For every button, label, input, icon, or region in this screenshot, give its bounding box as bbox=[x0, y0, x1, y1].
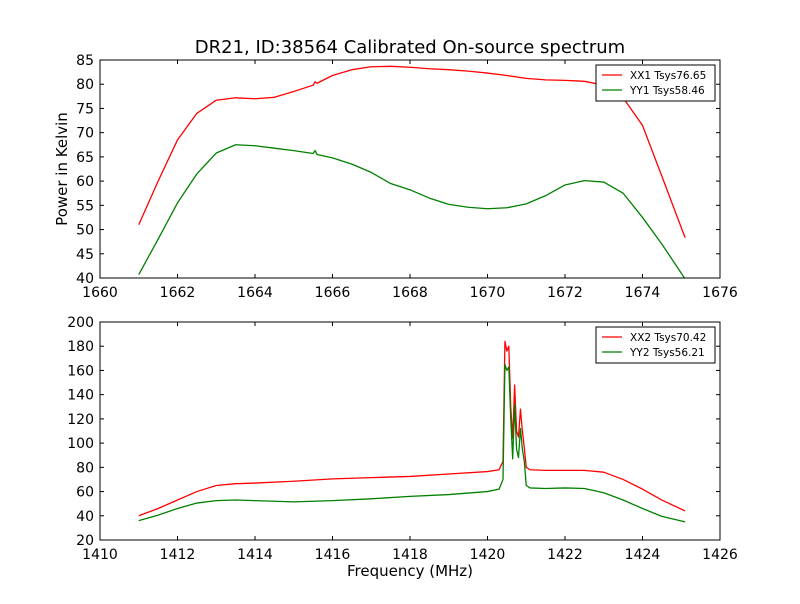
x-tick-label: 1420 bbox=[470, 547, 506, 563]
y-tick-label: 80 bbox=[76, 460, 94, 476]
x-axis-label: Frequency (MHz) bbox=[347, 562, 473, 580]
legend-label: XX2 Tsys70.42 bbox=[630, 332, 706, 344]
y-tick-label: 80 bbox=[76, 77, 94, 93]
y-tick-label: 50 bbox=[76, 223, 94, 239]
legend-label: YY2 Tsys56.21 bbox=[629, 347, 705, 359]
top-panel: 1660 1662 1664 1666 1668 1670 1672 1674 1676 40 45… bbox=[53, 53, 738, 301]
y-tick-label: 60 bbox=[76, 485, 94, 501]
x-tick-label: 1664 bbox=[237, 285, 273, 301]
y-tick-label: 60 bbox=[76, 174, 94, 190]
series-line-1 bbox=[138, 65, 686, 239]
y-tick-label: 65 bbox=[76, 150, 94, 166]
x-tick-label: 1670 bbox=[470, 285, 506, 301]
y-tick-label: 45 bbox=[76, 247, 94, 263]
x-tick-label: 1418 bbox=[392, 547, 428, 563]
x-tick-label: 1676 bbox=[702, 285, 738, 301]
legend: XX1 Tsys76.65 YY1 Tsys58.46 bbox=[595, 64, 716, 102]
y-tick-label: 75 bbox=[76, 101, 94, 117]
y-tick-label: 200 bbox=[67, 315, 94, 331]
series-line-2 bbox=[138, 363, 686, 523]
x-tick-label: 1426 bbox=[702, 547, 738, 563]
y-tick-label: 70 bbox=[76, 126, 94, 142]
x-tick-label: 1660 bbox=[82, 285, 118, 301]
y-tick-label: 120 bbox=[67, 412, 94, 428]
chart-title: DR21, ID:38564 Calibrated On-source spec… bbox=[195, 37, 625, 58]
y-axis-label: Power in Kelvin bbox=[53, 112, 71, 226]
series-line-2 bbox=[138, 144, 686, 278]
x-tick-label: 1424 bbox=[625, 547, 661, 563]
legend-label: XX1 Tsys76.65 bbox=[630, 70, 706, 82]
x-tick-label: 1674 bbox=[625, 285, 661, 301]
y-tick-label: 55 bbox=[76, 198, 94, 214]
bottom-panel: 1410 1412 1414 1416 1418 1420 1422 1424 1426 20 40… bbox=[67, 315, 738, 580]
series-line-1 bbox=[138, 340, 686, 517]
x-tick-label: 1416 bbox=[315, 547, 351, 563]
x-tick-label: 1672 bbox=[547, 285, 583, 301]
y-tick-label: 140 bbox=[67, 388, 94, 404]
y-tick-label: 180 bbox=[67, 339, 94, 355]
y-tick-label: 85 bbox=[76, 53, 94, 69]
x-tick-label: 1410 bbox=[82, 547, 118, 563]
y-tick-label: 40 bbox=[76, 271, 94, 287]
y-tick-label: 40 bbox=[76, 509, 94, 525]
x-tick-label: 1666 bbox=[315, 285, 351, 301]
legend-label: YY1 Tsys58.46 bbox=[629, 85, 705, 97]
y-tick-label: 20 bbox=[76, 533, 94, 549]
y-tick-label: 160 bbox=[67, 363, 94, 379]
y-tick-label: 100 bbox=[67, 436, 94, 452]
x-tick-label: 1422 bbox=[547, 547, 583, 563]
legend: XX2 Tsys70.42 YY2 Tsys56.21 bbox=[595, 326, 716, 364]
x-tick-label: 1668 bbox=[392, 285, 428, 301]
x-tick-label: 1412 bbox=[160, 547, 196, 563]
x-tick-label: 1662 bbox=[160, 285, 196, 301]
x-tick-label: 1414 bbox=[237, 547, 273, 563]
